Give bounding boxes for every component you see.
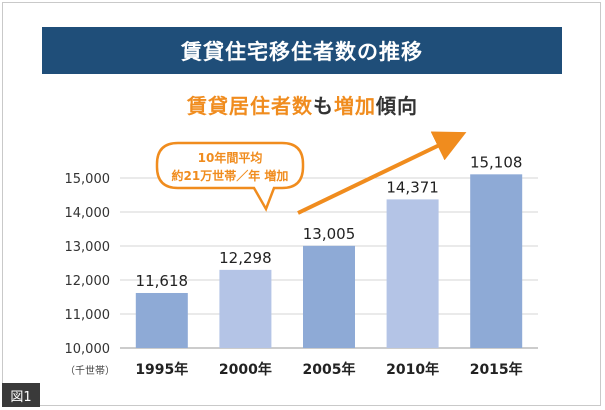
bar	[470, 174, 523, 348]
callout-line-1: 10年間平均	[198, 150, 263, 165]
y-tick-label: 11,000	[65, 308, 111, 323]
chart-subtitle: 賃貸居住者数も増加傾向	[0, 90, 605, 119]
y-tick-label: 14,000	[65, 206, 111, 221]
subtitle-part-4: 傾向	[376, 94, 418, 118]
y-axis-tick-labels: 10,000 11,000 12,000 13,000 14,000 15,000	[65, 172, 111, 357]
y-tick-label: 15,000	[65, 172, 111, 187]
y-tick-label: 10,000	[65, 342, 111, 357]
x-tick-label: 2000年	[219, 361, 272, 378]
x-axis-tick-labels: 1995年 2000年 2005年 2010年 2015年	[135, 361, 522, 378]
bar	[386, 199, 439, 348]
value-label: 11,618	[136, 272, 189, 290]
x-tick-label: 1995年	[135, 361, 188, 378]
y-tick-label: 13,000	[65, 240, 111, 255]
bars	[135, 174, 523, 348]
callout-bubble: 10年間平均 約21万世帯／年 増加	[155, 141, 305, 212]
unit-label: （千世帯）	[65, 364, 115, 377]
x-tick-label: 2010年	[386, 361, 439, 378]
figure-label-text: 図1	[10, 389, 32, 405]
value-labels: 11,618 12,298 13,005 14,371 15,108	[136, 153, 523, 290]
value-label: 14,371	[386, 178, 439, 196]
callout-line-2: 約21万世帯／年 増加	[172, 168, 289, 183]
bar	[303, 245, 355, 348]
figure-label: 図1	[2, 383, 40, 407]
subtitle-part-3: 増加	[334, 94, 376, 118]
x-tick-label: 2005年	[303, 361, 356, 378]
trend-arrow	[297, 131, 467, 215]
subtitle-part-2: も	[313, 94, 334, 118]
callout-shape	[155, 141, 305, 212]
y-tick-label: 12,000	[65, 274, 111, 289]
value-label: 13,005	[303, 225, 356, 243]
x-tick-label: 2015年	[470, 361, 523, 378]
bar	[219, 269, 272, 348]
chart-title-bar: 賃貸住宅移住者数の推移	[42, 27, 562, 74]
value-label: 12,298	[219, 249, 272, 267]
subtitle-part-1: 賃貸居住者数	[187, 94, 313, 118]
chart-title: 賃貸住宅移住者数の推移	[181, 39, 423, 64]
value-label: 15,108	[470, 153, 523, 171]
bar	[135, 292, 188, 348]
